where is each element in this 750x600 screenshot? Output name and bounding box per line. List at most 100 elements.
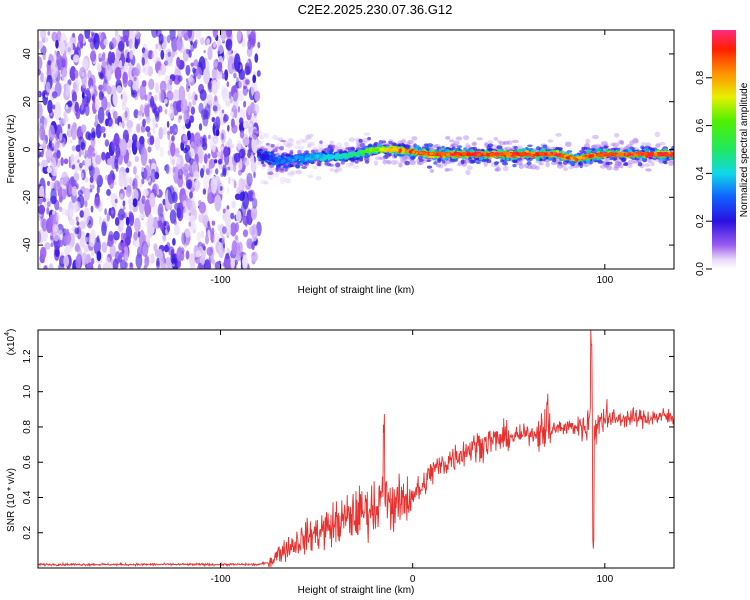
noise-blob <box>226 247 230 253</box>
signal-blob <box>275 167 280 173</box>
signal-blob <box>671 145 674 150</box>
signal-blob <box>497 139 502 144</box>
noise-blob <box>119 259 127 269</box>
noise-blob <box>224 209 232 227</box>
signal-blob <box>270 143 275 148</box>
noise-blob <box>214 95 218 102</box>
signal-blob <box>337 153 343 158</box>
noise-blob <box>211 220 216 226</box>
noise-blob <box>250 205 258 220</box>
signal-blob <box>578 161 584 165</box>
signal-blob <box>401 149 406 154</box>
signal-blob <box>575 158 579 162</box>
noise-blob <box>165 163 170 174</box>
noise-blob <box>122 71 128 84</box>
signal-blob <box>615 149 619 154</box>
noise-blob <box>158 89 165 103</box>
signal-blob <box>393 160 399 165</box>
signal-blob <box>621 156 627 162</box>
noise-blob <box>52 209 56 215</box>
signal-blob <box>571 161 576 164</box>
signal-blob <box>335 162 341 168</box>
signal-blob <box>450 143 456 147</box>
noise-blob <box>201 143 204 148</box>
signal-blob <box>426 159 431 162</box>
noise-blob <box>232 84 239 102</box>
signal-blob <box>483 141 489 148</box>
signal-blob <box>260 179 268 185</box>
signal-blob <box>430 149 435 152</box>
noise-blob <box>176 36 183 52</box>
signal-blob <box>505 151 510 156</box>
signal-blob <box>530 164 537 170</box>
noise-blob <box>64 231 72 245</box>
signal-blob <box>647 158 652 164</box>
noise-blob <box>101 221 107 237</box>
noise-blob <box>198 201 206 214</box>
noise-blob <box>230 212 235 220</box>
noise-blob <box>62 117 67 124</box>
noise-blob <box>231 124 238 134</box>
noise-blob <box>77 189 83 197</box>
noise-blob <box>199 255 205 266</box>
signal-blob <box>284 178 292 184</box>
signal-blob <box>283 165 289 169</box>
noise-blob <box>38 261 41 268</box>
noise-blob <box>178 115 183 120</box>
signal-blob <box>355 152 360 155</box>
noise-blob <box>111 37 117 49</box>
signal-blob <box>668 156 674 160</box>
signal-blob <box>472 152 477 157</box>
signal-blob <box>291 158 296 162</box>
noise-blob <box>132 188 139 203</box>
signal-blob <box>605 161 610 166</box>
noise-blob <box>191 160 198 176</box>
noise-blob <box>144 199 152 218</box>
signal-blob <box>668 160 674 166</box>
noise-blob <box>46 207 50 215</box>
signal-blob <box>526 165 533 170</box>
noise-blob <box>89 188 93 193</box>
noise-blob <box>221 235 226 245</box>
noise-blob <box>80 102 84 111</box>
noise-blob <box>106 82 113 98</box>
signal-blob <box>261 161 265 165</box>
signal-blob <box>600 153 605 157</box>
noise-blob <box>142 188 149 197</box>
signal-blob <box>255 140 263 145</box>
signal-blob <box>408 150 413 154</box>
signal-blob <box>658 142 666 146</box>
noise-blob <box>182 125 186 130</box>
noise-blob <box>243 100 247 108</box>
noise-blob <box>90 205 94 213</box>
signal-blob <box>658 151 664 156</box>
noise-blob <box>81 252 88 266</box>
noise-blob <box>83 207 90 225</box>
noise-blob <box>40 217 45 229</box>
signal-blob <box>466 165 473 171</box>
noise-blob <box>95 154 102 165</box>
signal-blob <box>610 147 616 151</box>
signal-blob <box>566 150 573 153</box>
noise-blob <box>114 118 118 124</box>
signal-blob <box>515 151 519 156</box>
signal-blob <box>297 145 305 150</box>
signal-blob <box>466 152 471 157</box>
signal-blob <box>400 139 407 144</box>
noise-blob <box>190 62 195 67</box>
signal-blob <box>437 163 444 169</box>
noise-blob <box>85 236 88 243</box>
signal-blob <box>279 146 284 151</box>
noise-blob <box>239 117 244 125</box>
noise-blob <box>118 241 124 251</box>
noise-blob <box>169 78 173 86</box>
noise-blob <box>245 79 250 85</box>
noise-blob <box>189 115 194 123</box>
noise-blob <box>70 178 75 187</box>
noise-blob <box>86 262 94 269</box>
signal-blob <box>583 163 590 167</box>
signal-blob <box>495 166 502 172</box>
signal-blob <box>287 171 295 176</box>
signal-blob <box>319 153 323 156</box>
signal-blob <box>418 151 423 155</box>
